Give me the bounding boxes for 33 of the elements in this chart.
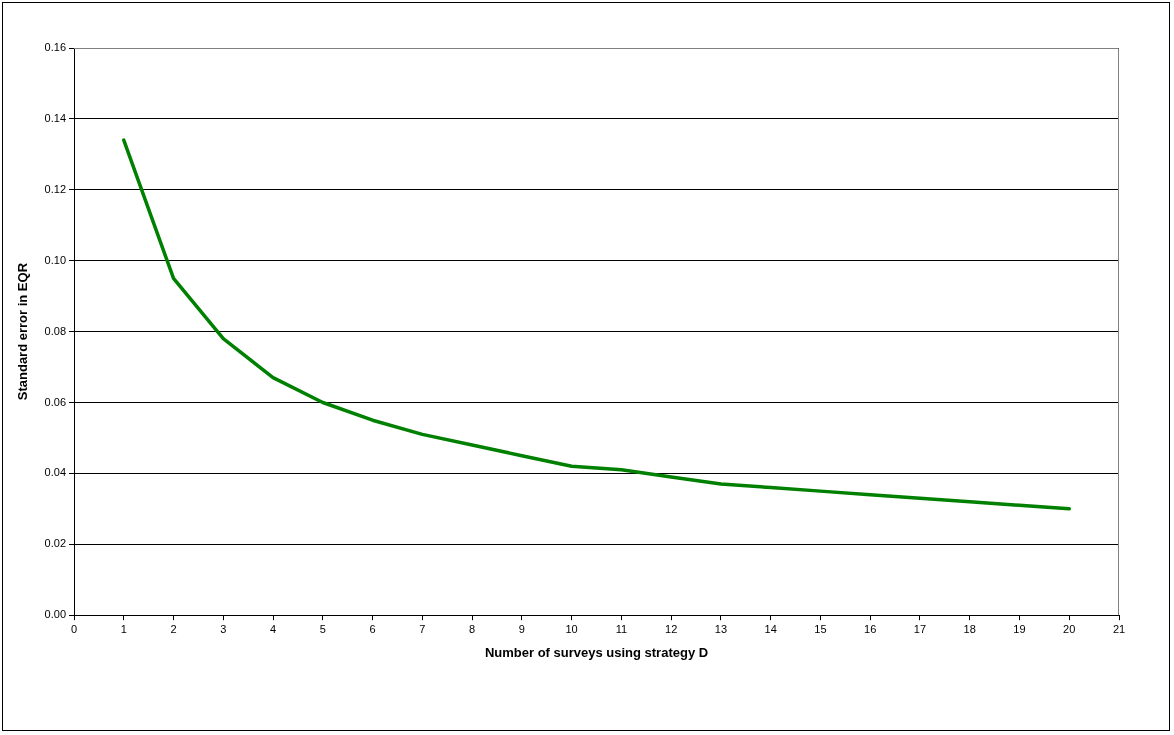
y-tick-label: 0.12 bbox=[44, 182, 67, 195]
y-tick-label: 0.16 bbox=[44, 41, 67, 54]
x-tick-label: 20 bbox=[1063, 622, 1076, 635]
y-axis-title: Standard error in EQR bbox=[15, 262, 31, 401]
x-tick-label: 16 bbox=[864, 622, 877, 635]
y-tick-label: 0.00 bbox=[44, 608, 67, 621]
y-tick-label: 0.08 bbox=[44, 324, 67, 337]
x-tick-label: 4 bbox=[269, 622, 277, 635]
x-tick-label: 2 bbox=[170, 622, 177, 635]
y-tick-label: 0.10 bbox=[44, 253, 67, 266]
x-tick-label: 11 bbox=[615, 622, 628, 635]
x-tick-label: 13 bbox=[714, 622, 728, 635]
x-tick-label: 7 bbox=[419, 622, 426, 635]
x-tick-label: 12 bbox=[665, 622, 678, 635]
x-tick-label: 14 bbox=[764, 622, 777, 635]
y-tick-label: 0.02 bbox=[44, 537, 67, 550]
x-tick-label: 3 bbox=[220, 622, 227, 635]
x-tick-label: 21 bbox=[1112, 622, 1126, 635]
y-tick-label: 0.14 bbox=[44, 111, 67, 124]
x-tick-label: 5 bbox=[319, 622, 326, 635]
x-tick-label: 9 bbox=[518, 622, 525, 635]
x-tick-label: 19 bbox=[1013, 622, 1026, 635]
x-tick-label: 0 bbox=[70, 622, 78, 635]
x-tick-label: 18 bbox=[963, 622, 976, 635]
x-tick-label: 17 bbox=[913, 622, 927, 635]
x-axis-title: Number of surveys using strategy D bbox=[484, 644, 709, 660]
x-tick-label: 15 bbox=[814, 622, 827, 635]
y-tick-label: 0.06 bbox=[44, 395, 67, 408]
x-tick-label: 6 bbox=[369, 622, 376, 635]
x-tick-label: 10 bbox=[565, 622, 578, 635]
y-tick-label: 0.04 bbox=[44, 466, 67, 479]
x-tick-label: 1 bbox=[120, 622, 127, 635]
x-tick-label: 8 bbox=[469, 622, 476, 635]
